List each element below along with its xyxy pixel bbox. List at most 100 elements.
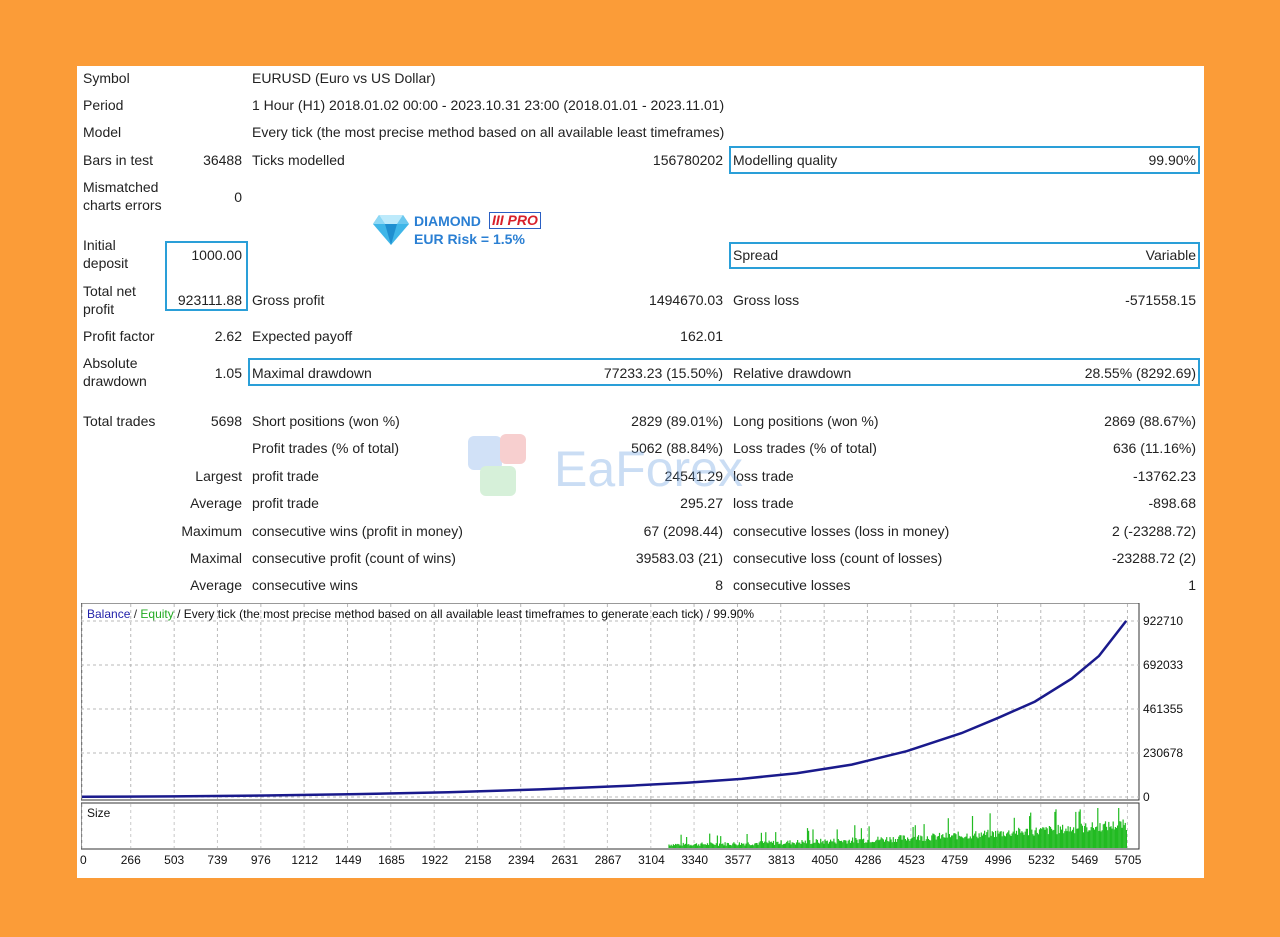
size-bar [1086,827,1088,848]
size-bar [870,842,872,848]
size-bar [821,842,823,848]
size-bar [780,840,782,848]
x-tick-20: 4759 [941,853,969,867]
size-bar [842,842,844,848]
size-bar [896,841,898,848]
size-bar [967,838,969,848]
size-bar [868,826,870,848]
size-bar [689,845,691,848]
size-bar [1115,827,1118,848]
size-bar [841,840,843,848]
size-bar [1020,832,1022,848]
average-loss-label: loss trade [733,495,794,511]
size-bar [856,839,858,848]
short-label: Short positions (won %) [252,413,400,429]
size-bar [803,842,805,848]
size-bar [702,844,704,848]
size-bar [949,837,952,848]
size-bar [813,842,815,848]
size-bar [1041,828,1043,848]
size-bar [962,837,964,848]
y-tick-2: 461355 [1143,702,1184,716]
size-bar [892,837,894,848]
size-bar [706,843,709,848]
size-bar [996,836,998,848]
size-bar [969,836,971,848]
size-bar [874,842,876,848]
deposit-profit-highlight-box [165,241,248,311]
model-label: Model [83,124,122,140]
size-bar [670,844,672,848]
average-profit-value: 295.27 [680,495,723,511]
size-bar [750,845,753,848]
size-bar [882,839,884,848]
size-bar [1098,830,1100,848]
size-bar [761,841,764,848]
cons-loss-value: -23288.72 (2) [1111,550,1196,566]
size-bar [993,837,996,848]
size-bar [1113,829,1115,848]
size-bar [849,842,851,848]
size-bar [1018,827,1020,848]
max-dd-value: 77233.23 (15.50%) [603,365,723,381]
x-tick-6: 1449 [334,853,362,867]
size-bar [757,844,759,848]
size-bar [1022,832,1024,848]
size-bar [1035,827,1037,848]
net-value: 923111.88 [177,292,242,308]
size-bar [763,843,765,848]
x-tick-13: 3104 [638,853,665,867]
size-bar [775,832,777,848]
x-tick-10: 2394 [508,853,535,867]
size-bar [843,840,845,848]
size-bar [912,827,914,848]
size-bar [966,833,968,848]
size-bar [1030,812,1032,848]
quality-highlight-box [729,146,1200,174]
size-bar [683,844,685,848]
y-tick-1: 230678 [1143,745,1184,760]
size-bar [1048,826,1050,848]
size-bar [903,835,905,848]
size-bar [782,844,784,848]
avg-losses-label: consecutive losses [733,577,851,593]
size-bar [1000,831,1002,848]
size-bar [752,844,754,848]
size-bar [1064,831,1066,848]
size-bar [941,835,943,848]
size-bar [1080,823,1082,848]
size-bar [911,837,913,848]
size-bar [1010,836,1012,848]
size-bar [1015,830,1018,848]
size-bar [759,841,761,848]
size-bar [880,837,882,848]
size-bar [1070,831,1072,848]
size-bar [899,835,901,848]
size-label: Size [87,806,111,820]
size-bar [797,840,799,848]
largest-profit-value: 24541.29 [664,468,723,484]
symbol-label: Symbol [83,70,130,86]
size-bar [1017,834,1019,848]
size-bar [922,840,924,848]
size-bar [968,838,970,848]
size-bar [680,834,682,848]
ticks-label: Ticks modelled [252,152,345,168]
size-bar [845,840,847,848]
size-bar [1043,827,1045,848]
net-label-2: profit [83,301,115,317]
size-bar [731,845,733,848]
size-bar [700,843,702,848]
size-bar [1056,834,1058,848]
size-bar [860,828,862,848]
size-bar [764,841,766,848]
size-bar [1066,831,1068,848]
size-bar [952,835,954,848]
profit-trades-value: 5062 (88.84%) [631,440,723,456]
size-bar [795,842,798,848]
size-bar [863,838,865,848]
size-bar [891,842,893,848]
size-bar [893,841,895,848]
gross-loss-label: Gross loss [733,292,800,308]
size-bar [1101,830,1103,848]
